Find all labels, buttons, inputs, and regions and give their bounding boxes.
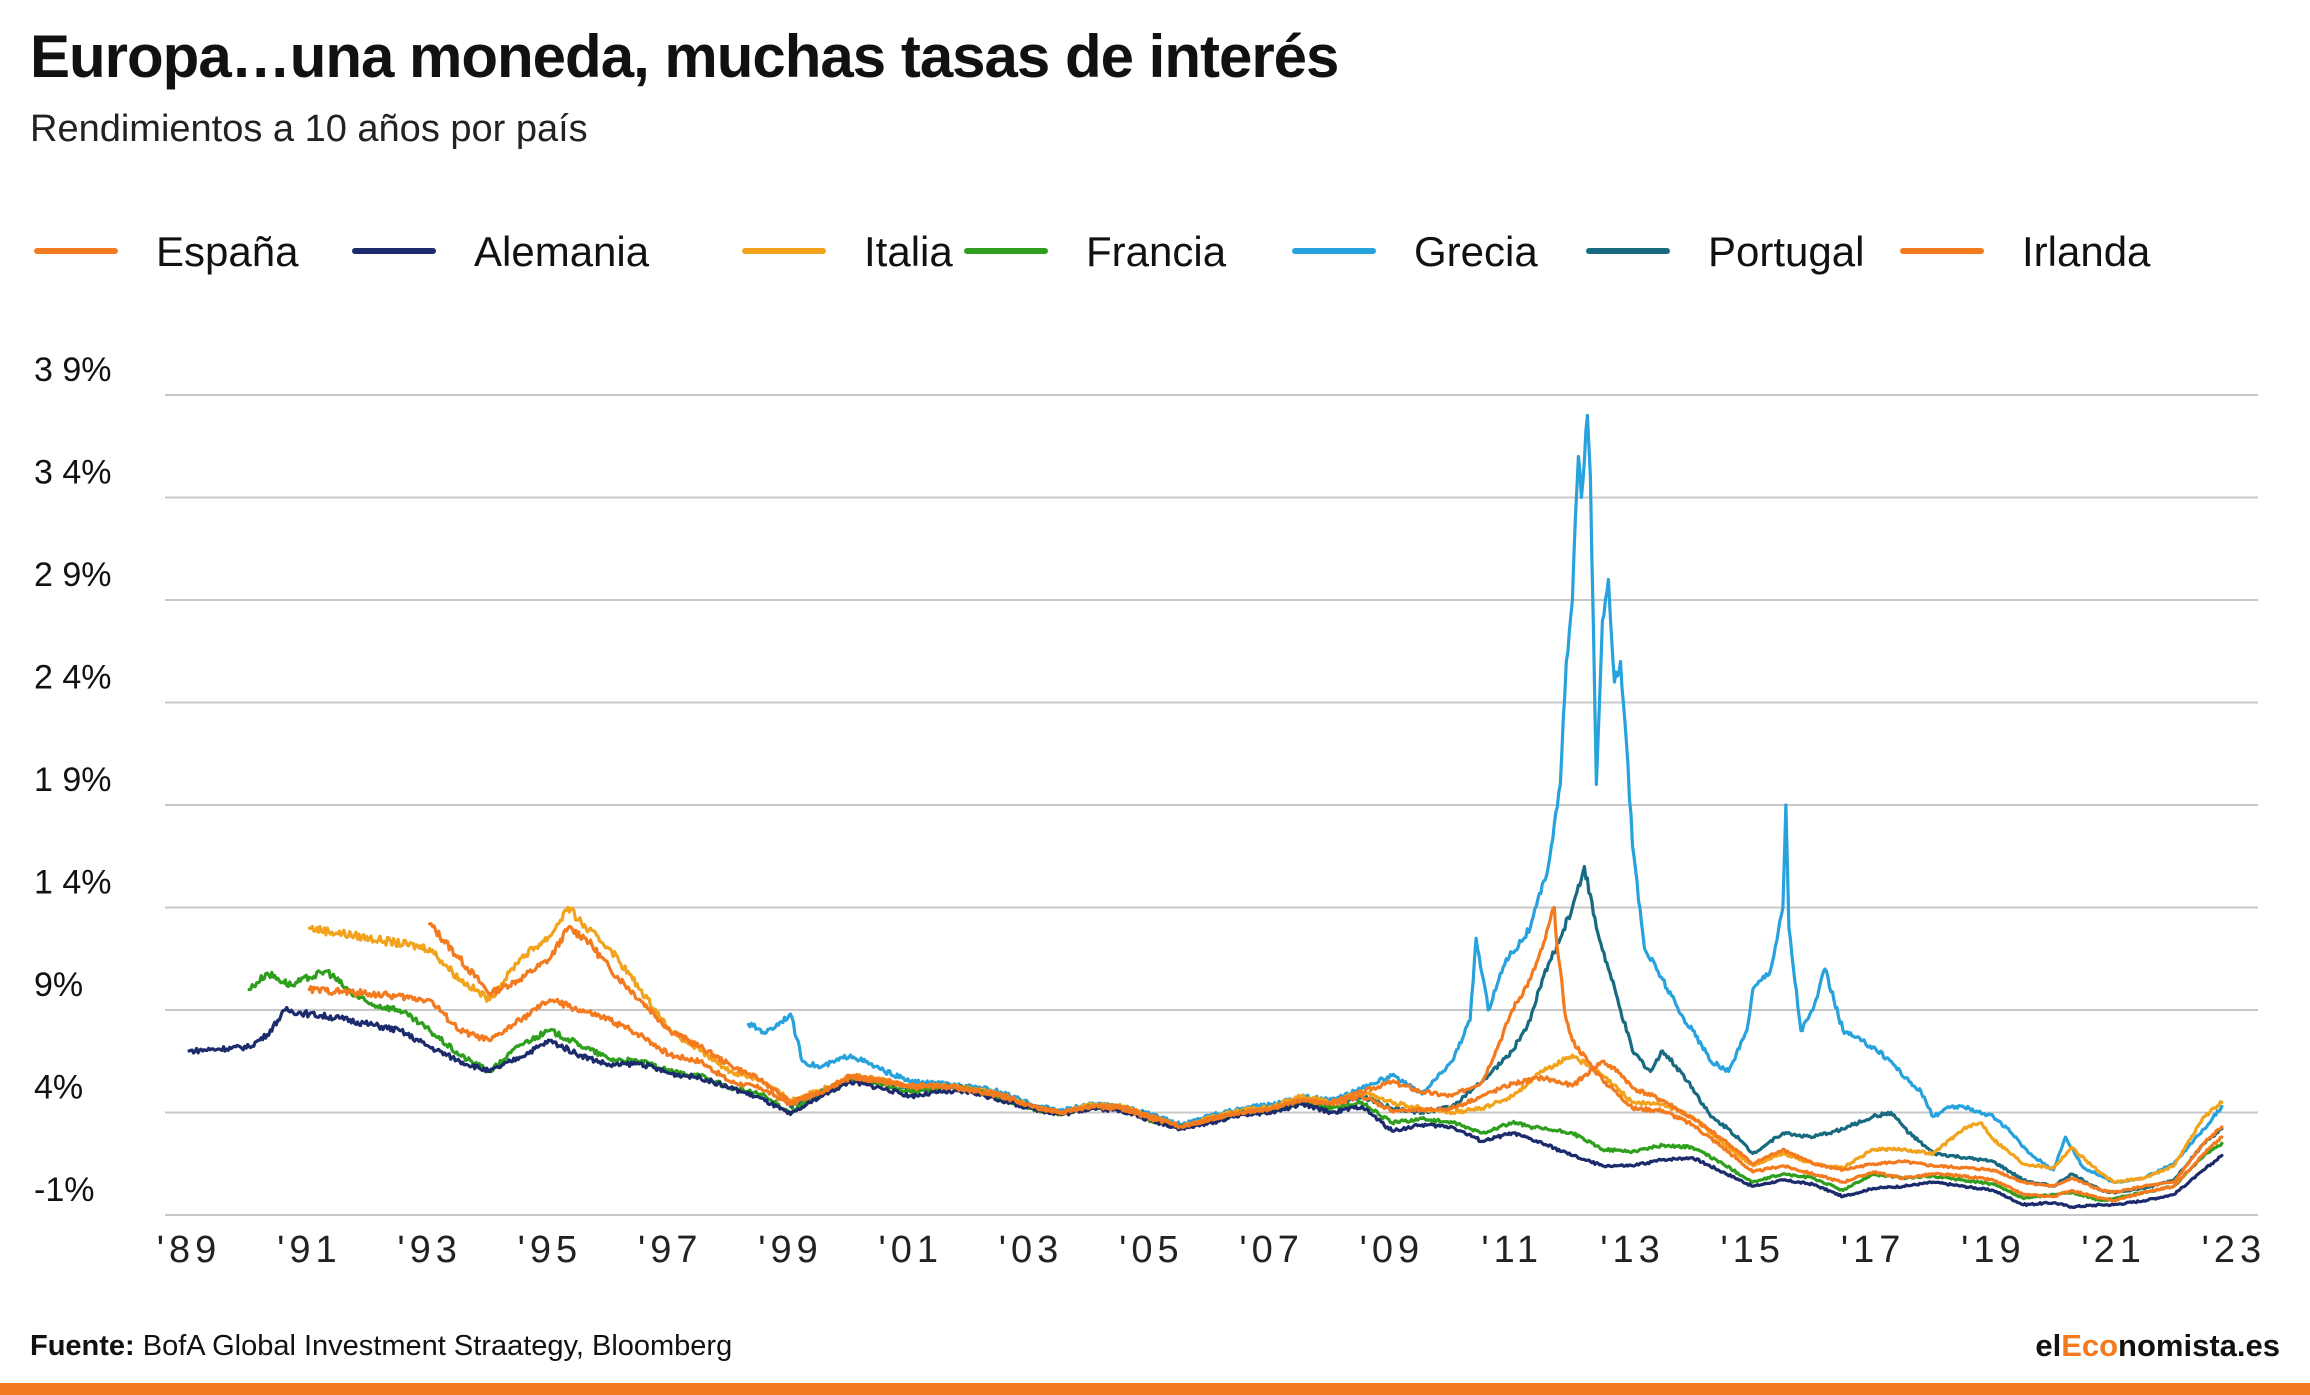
- legend-swatch: [1292, 248, 1376, 254]
- series-line: [788, 864, 2224, 1195]
- legend-swatch: [964, 248, 1048, 254]
- x-tick-label: '23: [2202, 1229, 2267, 1271]
- y-tick-label: 2 9%: [34, 556, 112, 594]
- legend-label: Italia: [864, 228, 953, 275]
- legend-swatch: [742, 248, 826, 254]
- x-tick-label: '21: [2081, 1229, 2146, 1271]
- x-tick-label: '09: [1360, 1229, 1425, 1271]
- y-tick-label: 1 9%: [34, 761, 112, 799]
- legend-label: Portugal: [1708, 228, 1865, 275]
- x-tick-label: '03: [999, 1229, 1064, 1271]
- x-tick-label: '15: [1721, 1229, 1786, 1271]
- source-label: Fuente:: [30, 1330, 135, 1362]
- x-tick-label: '97: [638, 1229, 703, 1271]
- x-tick-label: '13: [1600, 1229, 1665, 1271]
- x-tick-label: '17: [1841, 1229, 1906, 1271]
- y-tick-label: 3 9%: [34, 351, 112, 389]
- x-tick-label: '05: [1119, 1229, 1184, 1271]
- chart-title: Europa…una moneda, muchas tasas de inter…: [30, 23, 1339, 90]
- brand-prefix: el: [2035, 1328, 2062, 1363]
- y-tick-label: 9%: [34, 966, 83, 1004]
- brand-logo[interactable]: elEconomista.es: [2035, 1328, 2280, 1364]
- series-line: [746, 413, 2224, 1184]
- x-tick-label: '99: [758, 1229, 823, 1271]
- legend-swatch: [1586, 248, 1670, 254]
- x-tick-label: '01: [879, 1229, 944, 1271]
- line-chart: 3 9% 3 4% 2 9% 2 4% 1 9% 1 4% 9% 4% -1% '89 '91 '93…: [34, 351, 2267, 1271]
- brand-accent: Eco: [2061, 1328, 2119, 1363]
- legend-label: Francia: [1086, 228, 1227, 275]
- x-tick-label: '93: [397, 1229, 462, 1271]
- y-tick-label: 2 4%: [34, 659, 112, 697]
- x-tick-label: '89: [157, 1229, 222, 1271]
- legend-label: España: [156, 228, 299, 275]
- legend-swatch: [352, 248, 436, 254]
- legend: España Alemania Italia Francia Grecia Portuga…: [34, 222, 2284, 282]
- y-tick-label: -1%: [34, 1171, 94, 1209]
- brand-suffix: nomista.es: [2118, 1328, 2280, 1363]
- y-tick-label: 1 4%: [34, 864, 112, 902]
- legend-label: Grecia: [1414, 228, 1538, 275]
- chart-subtitle: Rendimientos a 10 años por país: [30, 108, 588, 150]
- x-tick-label: '91: [277, 1229, 342, 1271]
- legend-swatch: [34, 248, 118, 254]
- y-tick-label: 3 4%: [34, 454, 112, 492]
- source-note: Fuente: BofA Global Investment Straategy…: [30, 1330, 732, 1363]
- x-tick-label: '19: [1961, 1229, 2026, 1271]
- bottom-accent-bar: [0, 1383, 2310, 1395]
- x-tick-label: '07: [1239, 1229, 1304, 1271]
- x-tick-label: '11: [1481, 1229, 1543, 1271]
- x-tick-label: '95: [518, 1229, 583, 1271]
- legend-label: Alemania: [474, 228, 650, 275]
- series-line: [428, 922, 2224, 1195]
- source-text: BofA Global Investment Straategy, Bloomb…: [134, 1330, 733, 1362]
- legend-label: Irlanda: [2022, 228, 2151, 275]
- y-tick-label: 4%: [34, 1069, 83, 1107]
- legend-swatch: [1900, 248, 1984, 254]
